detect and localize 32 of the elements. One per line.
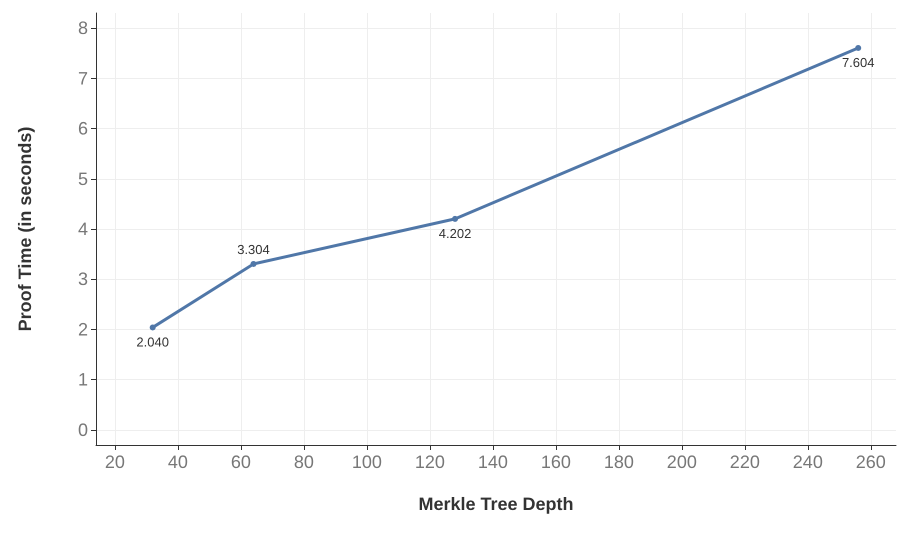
- y-tick-label: 3: [78, 269, 88, 290]
- x-tick-label: 240: [792, 452, 823, 472]
- x-tick-label: 120: [414, 452, 445, 472]
- y-tick-label: 6: [78, 118, 88, 139]
- y-tick-label: 8: [78, 18, 88, 38]
- x-tick-label: 100: [352, 452, 382, 472]
- point: [150, 324, 156, 330]
- y-tick-label: 0: [78, 420, 88, 440]
- x-tick-label: 220: [730, 452, 760, 472]
- x-tick-label: 140: [478, 452, 508, 472]
- x-tick-label: 260: [856, 452, 886, 472]
- y-tick-label: 1: [78, 370, 88, 390]
- y-tick-label: 7: [78, 68, 88, 88]
- x-tick-label: 160: [540, 452, 571, 472]
- data-label: 2.040: [136, 334, 169, 350]
- data-label: 3.304: [237, 242, 270, 257]
- y-tick-label: 5: [78, 168, 88, 189]
- y-axis-title: Proof Time (in seconds): [15, 126, 35, 332]
- x-axis-title: Merkle Tree Depth: [418, 494, 574, 514]
- x-tick-label: 180: [604, 452, 634, 472]
- y-tick-label: 4: [78, 219, 88, 239]
- x-tick-label: 40: [168, 452, 188, 472]
- point: [452, 216, 458, 222]
- x-tick-label: 20: [104, 452, 125, 472]
- point: [250, 260, 256, 267]
- x-tick-label: 200: [666, 452, 697, 472]
- point: [855, 44, 862, 51]
- x-tick-label: 60: [230, 452, 251, 472]
- data-label: 4.202: [438, 226, 472, 241]
- y-tick-label: 2: [78, 319, 88, 340]
- data-label: 7.604: [842, 54, 874, 70]
- x-tick-label: 80: [294, 452, 314, 472]
